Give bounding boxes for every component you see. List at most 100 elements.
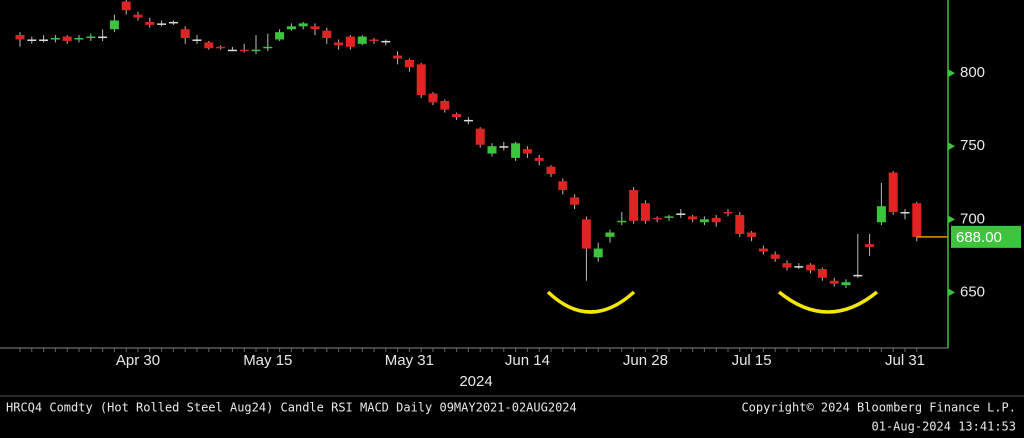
y-tick bbox=[948, 288, 955, 297]
candle-body bbox=[121, 1, 131, 11]
candle-body bbox=[735, 214, 745, 234]
candle-body bbox=[98, 36, 108, 39]
candle-body bbox=[558, 181, 568, 191]
candle-body bbox=[452, 114, 462, 117]
candle-body bbox=[133, 14, 143, 18]
candle-body bbox=[747, 232, 757, 237]
y-tick bbox=[948, 142, 955, 151]
candle-body bbox=[263, 46, 273, 49]
x-tick-label: Jul 15 bbox=[732, 352, 772, 369]
candle-body bbox=[876, 206, 886, 223]
x-tick-label: May 31 bbox=[385, 352, 434, 369]
candle-body bbox=[806, 264, 816, 271]
candle-body bbox=[900, 212, 910, 214]
candle-body bbox=[428, 93, 438, 103]
candle-body bbox=[782, 263, 792, 268]
candle-body bbox=[86, 36, 96, 39]
x-tick-label: Jun 14 bbox=[505, 352, 550, 369]
candle-body bbox=[109, 20, 119, 30]
candle-body bbox=[534, 157, 544, 161]
candle-body bbox=[310, 26, 320, 30]
candle-body bbox=[699, 219, 709, 223]
candle-body bbox=[711, 217, 721, 223]
candle-body bbox=[463, 119, 473, 122]
candle-body bbox=[227, 49, 237, 52]
y-tick-label: 650 bbox=[960, 283, 985, 300]
candle-body bbox=[298, 23, 308, 27]
candle-body bbox=[334, 42, 344, 46]
candle-body bbox=[381, 40, 391, 43]
candle-body bbox=[50, 38, 60, 40]
candle-body bbox=[204, 42, 214, 49]
candle-body bbox=[393, 55, 403, 59]
candle-body bbox=[168, 21, 178, 24]
candle-body bbox=[440, 100, 450, 110]
candle-body bbox=[853, 274, 863, 277]
candle-body bbox=[74, 38, 84, 40]
candle-body bbox=[617, 220, 627, 223]
candle-body bbox=[286, 26, 296, 30]
candle-body bbox=[511, 143, 521, 158]
candle-body bbox=[369, 39, 379, 41]
annotation-arc bbox=[777, 290, 879, 314]
candle-body bbox=[593, 248, 603, 258]
candle-body bbox=[605, 232, 615, 237]
candle-body bbox=[629, 190, 639, 221]
annotation-arc bbox=[546, 290, 636, 314]
candle-body bbox=[251, 49, 261, 52]
candle-body bbox=[581, 219, 591, 249]
x-tick-label: Jul 31 bbox=[885, 352, 925, 369]
y-tick bbox=[948, 69, 955, 78]
x-sublabel: 2024 bbox=[459, 373, 492, 390]
candle-body bbox=[157, 23, 167, 25]
candle-body bbox=[770, 254, 780, 259]
candle-body bbox=[404, 59, 414, 68]
footer-right: Copyright© 2024 Bloomberg Finance L.P. bbox=[741, 401, 1016, 415]
candle-body bbox=[912, 203, 922, 237]
last-value-label: 688.00 bbox=[956, 229, 1002, 246]
candle-body bbox=[640, 203, 650, 221]
candle-body bbox=[345, 36, 355, 47]
x-tick-label: Jun 28 bbox=[623, 352, 668, 369]
candle-body bbox=[27, 39, 37, 41]
candle-body bbox=[546, 166, 556, 174]
y-tick-label: 750 bbox=[960, 137, 985, 154]
candle-body bbox=[841, 282, 851, 286]
candle-body bbox=[62, 36, 72, 41]
candle-body bbox=[570, 197, 580, 205]
x-tick-label: Apr 30 bbox=[116, 352, 160, 369]
candle-body bbox=[829, 280, 839, 284]
candle-body bbox=[192, 39, 202, 41]
candle-body bbox=[275, 32, 285, 40]
timestamp: 01-Aug-2024 13:41:53 bbox=[872, 420, 1017, 434]
candle-body bbox=[239, 49, 249, 52]
y-tick-label: 700 bbox=[960, 210, 985, 227]
candle-body bbox=[475, 128, 485, 145]
candle-body bbox=[664, 216, 674, 218]
footer-left: HRCQ4 Comdty (Hot Rolled Steel Aug24) Ca… bbox=[6, 401, 577, 415]
candle-body bbox=[487, 146, 497, 154]
candle-body bbox=[499, 146, 509, 148]
candle-body bbox=[357, 36, 367, 44]
candle-body bbox=[758, 248, 768, 252]
candle-body bbox=[888, 172, 898, 213]
y-tick-label: 800 bbox=[960, 64, 985, 81]
candle-body bbox=[865, 244, 875, 248]
candle-body bbox=[794, 266, 804, 268]
candle-body bbox=[15, 35, 25, 40]
candle-body bbox=[39, 39, 49, 41]
last-value-box bbox=[951, 225, 1021, 248]
y-tick bbox=[948, 215, 955, 224]
candle-body bbox=[322, 30, 332, 39]
candle-body bbox=[676, 213, 686, 215]
x-tick-label: May 15 bbox=[243, 352, 292, 369]
candle-body bbox=[216, 46, 226, 49]
candle-body bbox=[817, 269, 827, 278]
candle-body bbox=[145, 21, 155, 25]
candle-body bbox=[652, 217, 662, 220]
candle-body bbox=[180, 29, 190, 39]
candle-body bbox=[416, 64, 426, 96]
